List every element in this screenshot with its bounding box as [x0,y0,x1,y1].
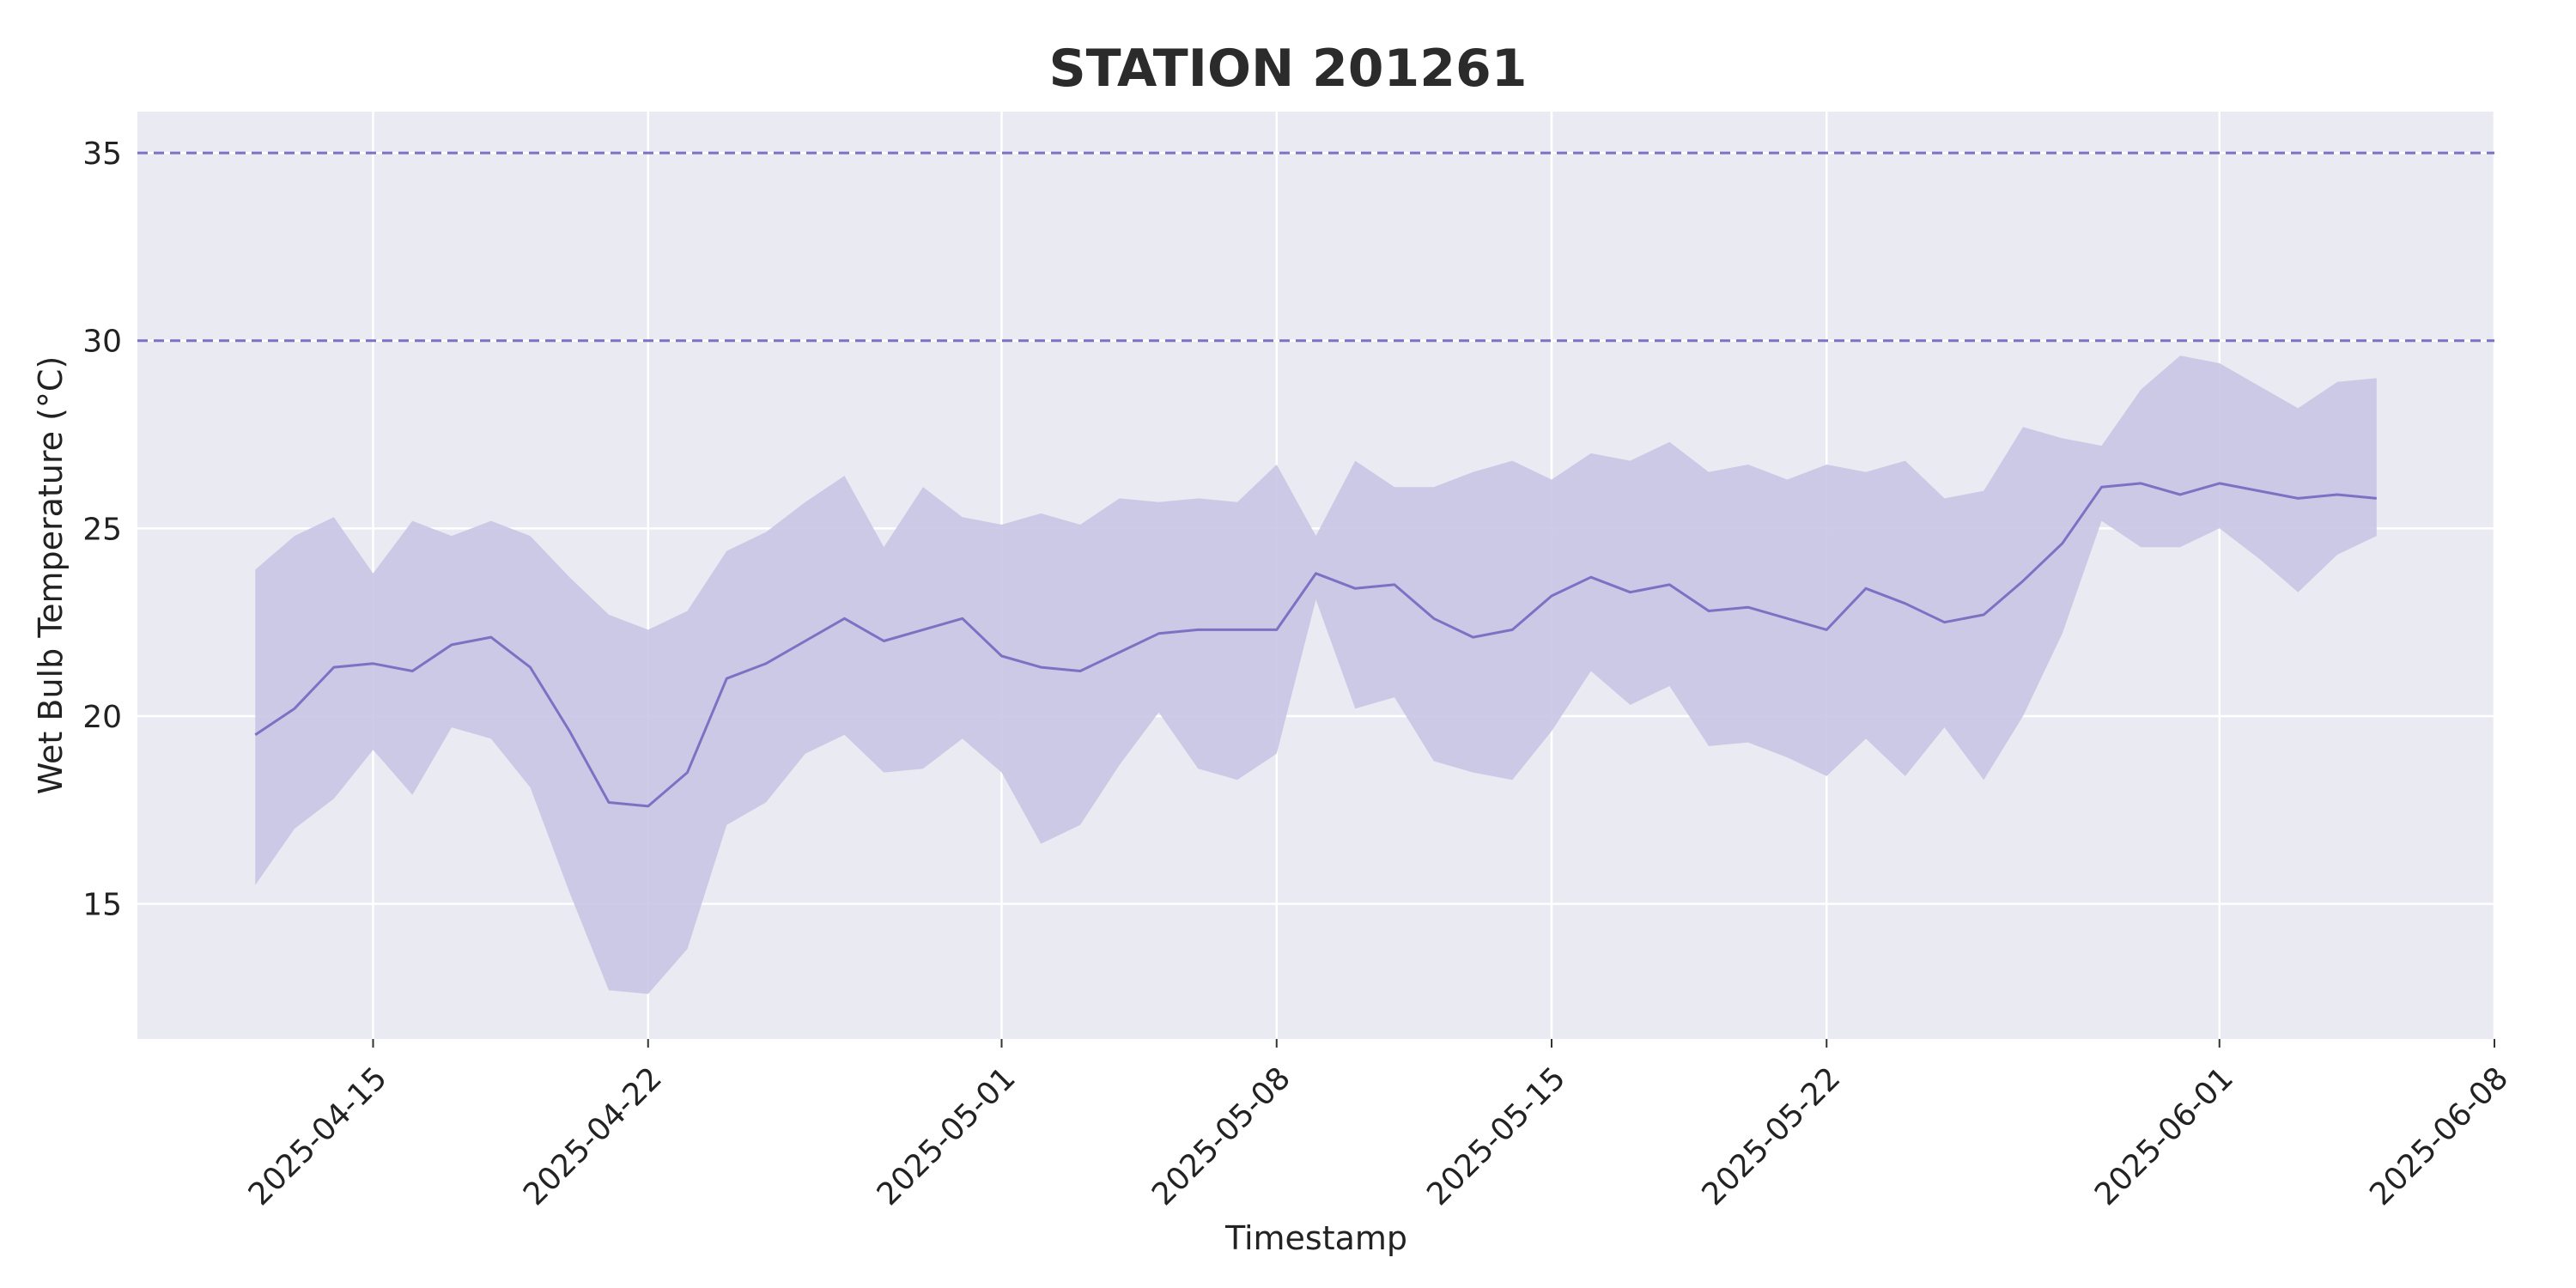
range-band [255,355,2377,994]
series-line [254,482,2377,808]
x-tick-label: 2025-05-22 [1696,1060,1848,1212]
y-tick-label: 20 [82,700,122,735]
y-tick-label: 30 [82,325,122,360]
x-tick-label: 2025-05-15 [1420,1060,1572,1212]
x-tick-label: 2025-06-01 [2088,1060,2240,1212]
x-tick-label: 2025-05-08 [1145,1060,1297,1212]
x-tick-label: 2025-04-15 [242,1060,394,1212]
x-axis-label: Timestamp [1224,1219,1407,1257]
y-tick-label: 35 [82,137,122,172]
x-tick-label: 2025-04-22 [517,1060,669,1212]
x-tick-labels: 2025-04-15 2025-04-22 2025-05-01 2025-05-08… [242,1039,2515,1212]
reference-lines [137,151,2494,343]
y-axis-label: Wet Bulb Temperature (°C) [32,356,70,795]
x-tick-label: 2025-05-01 [871,1060,1023,1212]
y-tick-label: 15 [82,888,122,923]
min-max-band [255,355,2377,994]
mean-line [254,482,2377,808]
y-tick-label: 25 [82,512,122,547]
y-tick-labels: 15 20 25 30 35 [82,137,122,922]
x-tick-label: 2025-06-08 [2363,1060,2515,1212]
chart-title: STATION 201261 [1048,39,1527,99]
